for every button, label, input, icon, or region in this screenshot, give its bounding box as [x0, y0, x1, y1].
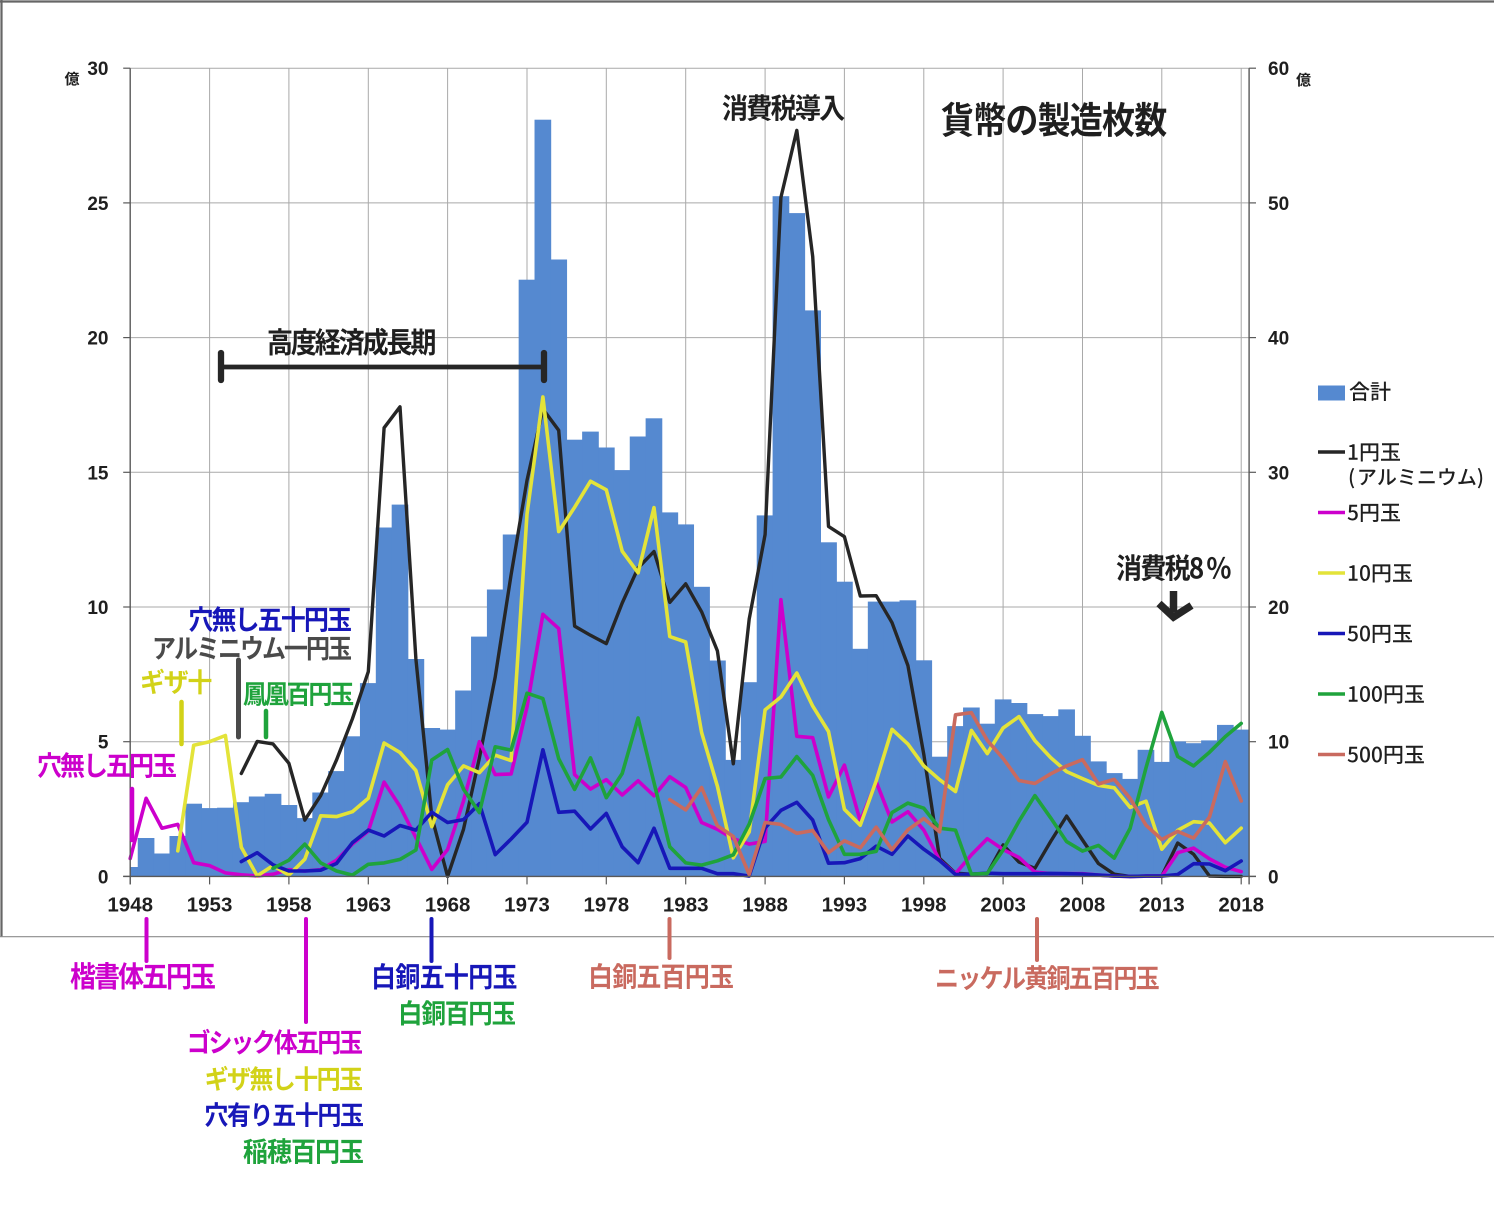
svg-text:15: 15 [87, 463, 109, 484]
svg-text:30: 30 [1268, 463, 1289, 484]
svg-text:2003: 2003 [980, 894, 1026, 917]
svg-text:20: 20 [1268, 598, 1289, 619]
svg-text:2008: 2008 [1060, 894, 1106, 917]
svg-text:25: 25 [87, 194, 109, 215]
svg-text:1963: 1963 [345, 894, 391, 917]
svg-text:1998: 1998 [901, 894, 947, 917]
svg-text:30: 30 [87, 59, 108, 80]
svg-text:1988: 1988 [742, 894, 788, 917]
svg-text:1983: 1983 [663, 894, 709, 917]
svg-text:1968: 1968 [425, 894, 471, 917]
svg-text:1953: 1953 [187, 894, 233, 917]
svg-text:10: 10 [87, 598, 108, 619]
svg-text:1958: 1958 [266, 894, 312, 917]
svg-text:1993: 1993 [822, 894, 868, 917]
svg-text:2013: 2013 [1139, 894, 1185, 917]
svg-text:50: 50 [1268, 194, 1289, 215]
svg-text:1973: 1973 [504, 894, 550, 917]
svg-text:2018: 2018 [1218, 894, 1264, 917]
svg-text:10: 10 [1268, 733, 1289, 754]
svg-text:0: 0 [1268, 867, 1279, 888]
svg-text:5: 5 [98, 733, 109, 754]
svg-text:20: 20 [87, 329, 108, 350]
svg-text:0: 0 [98, 867, 109, 888]
svg-text:60: 60 [1268, 59, 1289, 80]
svg-text:40: 40 [1268, 329, 1289, 350]
svg-text:1978: 1978 [584, 894, 630, 917]
svg-text:1948: 1948 [107, 894, 153, 917]
